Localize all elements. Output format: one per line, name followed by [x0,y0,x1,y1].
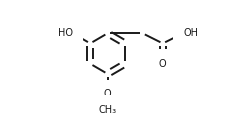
Text: OH: OH [183,28,198,38]
Text: HO: HO [58,28,73,38]
Text: O: O [104,89,112,99]
Text: CH₃: CH₃ [99,105,117,115]
Text: O: O [159,59,167,69]
